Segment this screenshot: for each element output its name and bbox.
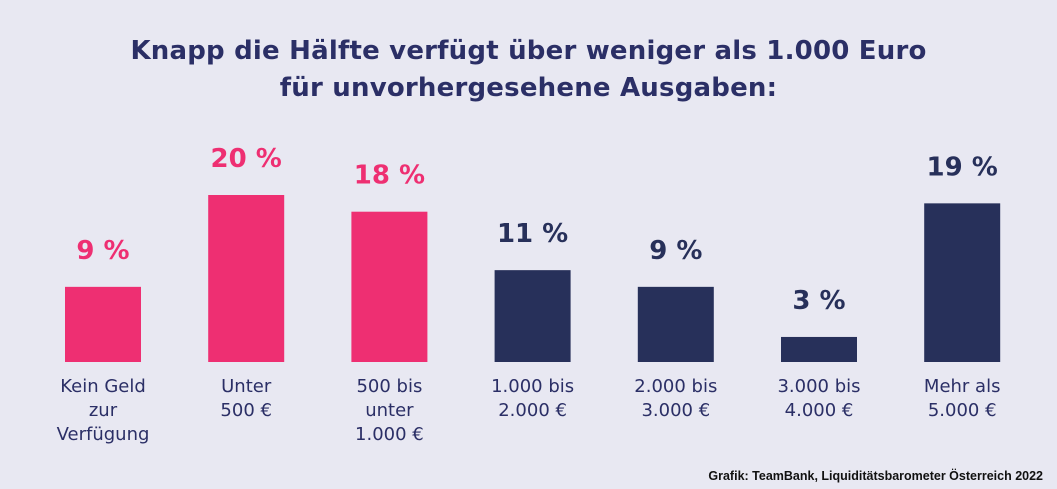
category-label-3-line-3: 1.000 € [355, 424, 424, 445]
category-label-7-line-1: Mehr als [924, 376, 1001, 397]
value-label-3: 18 % [354, 161, 425, 191]
category-label-7-line-2: 5.000 € [928, 400, 997, 421]
category-label-1-line-3: Verfügung [57, 424, 150, 445]
category-label-1-line-1: Kein Geld [60, 376, 146, 397]
category-label-1-line-2: zur [89, 400, 118, 421]
value-label-6: 3 % [792, 286, 845, 316]
category-label-4-line-2: 2.000 € [498, 400, 567, 421]
bar-6 [781, 336, 857, 362]
value-label-1: 9 % [76, 236, 129, 266]
category-label-2-line-2: 500 € [220, 400, 272, 421]
bar-4 [494, 270, 571, 362]
bar-3 [351, 211, 428, 362]
chart-title-line-1: Knapp die Hälfte verfügt über weniger al… [130, 36, 927, 66]
category-label-3-line-2: unter [365, 400, 414, 421]
bar-2 [208, 195, 285, 362]
value-label-5: 9 % [649, 236, 702, 266]
value-label-4: 11 % [497, 219, 568, 249]
category-label-5-line-1: 2.000 bis [634, 376, 717, 397]
bar-5 [637, 286, 714, 362]
category-label-2-line-1: Unter [221, 376, 272, 397]
value-label-7: 19 % [927, 152, 998, 182]
category-label-3-line-1: 500 bis [356, 376, 422, 397]
category-label-5-line-2: 3.000 € [641, 400, 710, 421]
category-label-6-line-1: 3.000 bis [777, 376, 860, 397]
category-label-6-line-2: 4.000 € [785, 400, 854, 421]
chart-title-line-2: für unvorhergesehene Ausgaben: [279, 73, 778, 103]
value-label-2: 20 % [211, 144, 282, 174]
source-note: Grafik: TeamBank, Liquiditätsbarometer Ö… [708, 469, 1043, 483]
bar-7 [924, 203, 1001, 362]
category-label-4-line-1: 1.000 bis [491, 376, 574, 397]
bar-1 [65, 286, 141, 362]
